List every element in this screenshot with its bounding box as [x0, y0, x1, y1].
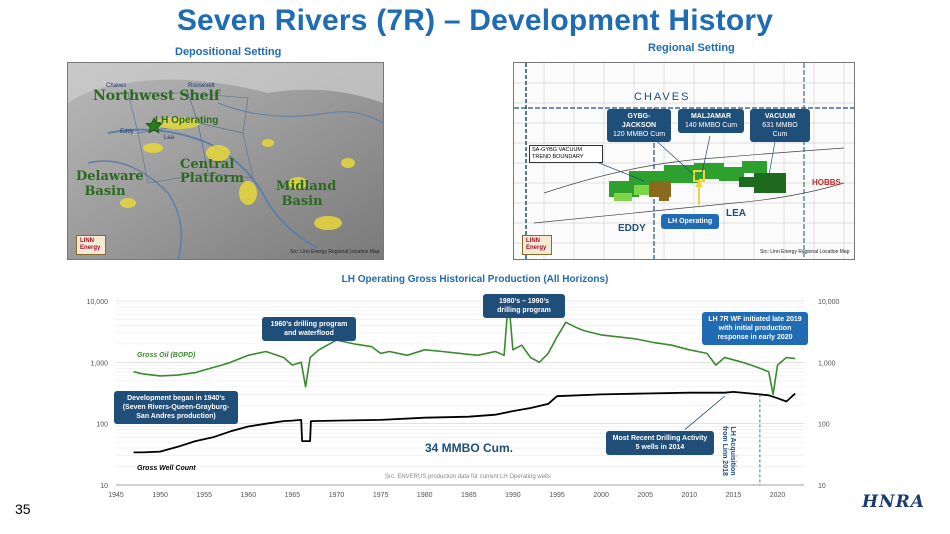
- eddy-county-label: EDDY: [618, 223, 646, 234]
- hnra-logo: HNRA: [862, 492, 925, 512]
- depositional-map-source: Src: Linn Energy Regional Location Map: [290, 249, 380, 255]
- hobbs-label: HOBBS: [812, 178, 841, 187]
- midland-basin-label: Midland Basin: [276, 179, 337, 209]
- x-tick-label: 2020: [770, 492, 786, 499]
- regional-map-source: Src: Linn Energy Regional Location Map: [760, 249, 850, 255]
- x-tick-label: 1945: [108, 492, 124, 499]
- x-tick-label: 1950: [152, 492, 168, 499]
- northwest-shelf-label: Northwest Shelf: [93, 88, 220, 104]
- annotation-development-1940s: Development began in 1940’s (Seven River…: [114, 391, 238, 424]
- depositional-setting-heading: Depositional Setting: [175, 46, 282, 58]
- chaves-label: Chaves: [106, 83, 127, 89]
- depositional-map: Northwest Shelf LH Operating Chaves Roos…: [67, 62, 384, 260]
- series-gross-oil-line: [133, 297, 796, 396]
- annotation-recent-drilling: Most Recent Drilling Activity 5 wells in…: [606, 431, 714, 455]
- y-tick-label-right: 1,000: [818, 360, 836, 367]
- y-axis-right: 10,000 1,000 100 10: [818, 299, 840, 490]
- y-tick-label-right: 10,000: [818, 299, 840, 306]
- lh-operating-star-icon: [145, 117, 163, 134]
- x-tick-label: 2015: [726, 492, 742, 499]
- linn-logo: LINN Energy: [76, 235, 106, 255]
- field-name: MALJAMAR: [690, 113, 732, 120]
- x-tick-label: 1980: [417, 492, 433, 499]
- x-axis: 1945 1950 1955 1960 1965 1970 1975 1980 1985 1990…: [108, 492, 785, 499]
- series-gross-well-count-line: [133, 391, 796, 454]
- y-tick-label-left: 100: [96, 422, 108, 429]
- linn-logo-regional: LINN Energy: [522, 235, 552, 255]
- field-cum: 631 MMBO Cum: [762, 122, 798, 138]
- lh-operating-label: LH Operating: [155, 115, 219, 126]
- annotation-1980s-1990s-program: 1980’s – 1990’s drilling program: [483, 294, 565, 318]
- gross-oil-label: Gross Oil (BOPD): [137, 352, 196, 359]
- x-tick-label: 2005: [637, 492, 653, 499]
- x-tick-label: 1995: [549, 492, 565, 499]
- x-tick-label: 1955: [196, 492, 212, 499]
- field-callout-gybg-jackson: GYBG-JACKSON 120 MMBO Cum: [607, 109, 671, 142]
- vacuum-trend-boundary-label: SA-GYBG VACUUM TREND BOUNDARY: [529, 145, 603, 163]
- central-platform-label: Central Platform: [180, 157, 245, 186]
- y-tick-label-left: 1,000: [90, 360, 108, 367]
- chart-series: [133, 297, 796, 454]
- annotation-lh-7r-wf: LH 7R WF initiated late 2019 with initia…: [702, 312, 808, 345]
- cumulative-production-label: 34 MMBO Cum.: [425, 441, 514, 455]
- chaves-county-label: CHAVES: [634, 91, 691, 103]
- page-number: 35: [15, 501, 31, 517]
- regional-setting-heading: Regional Setting: [648, 42, 735, 54]
- y-tick-label-right: 10: [818, 483, 826, 490]
- regional-map: CHAVES EDDY LEA HOBBS SA-GYBG VACUUM TRE…: [513, 62, 855, 260]
- arrow-to-2014: [684, 395, 725, 430]
- x-tick-label: 1970: [329, 492, 345, 499]
- chart-title: LH Operating Gross Historical Production…: [341, 274, 609, 285]
- field-callout-maljamar: MALJAMAR 140 MMBO Cum: [678, 109, 744, 133]
- x-tick-label: 1985: [461, 492, 477, 499]
- eddy-label: Eddy: [120, 129, 134, 135]
- y-tick-label-left: 10: [100, 483, 108, 490]
- field-cum: 140 MMBO Cum: [684, 122, 738, 129]
- x-tick-label: 1965: [285, 492, 301, 499]
- x-tick-label: 1990: [505, 492, 521, 499]
- delaware-basin-label: Delaware Basin: [76, 169, 144, 199]
- lea-label: Lea: [164, 135, 175, 141]
- field-name: VACUUM: [764, 113, 796, 120]
- roosevelt-label: Roosevelt: [188, 83, 215, 89]
- lh-operating-callout: LH Operating: [661, 214, 719, 229]
- annotation-lh-acquisition: LH Acquisition from Linn 2018: [721, 426, 736, 476]
- y-axis-left: 10,000 1,000 100 10: [87, 299, 109, 490]
- x-tick-label: 1960: [241, 492, 257, 499]
- field-cum: 120 MMBO Cum: [612, 131, 666, 138]
- field-name: GYBG-JACKSON: [621, 113, 657, 129]
- field-callout-vacuum: VACUUM 631 MMBO Cum: [750, 109, 810, 142]
- lea-county-label: LEA: [726, 208, 746, 219]
- y-tick-label-left: 10,000: [87, 299, 109, 306]
- gross-well-count-label: Gross Well Count: [137, 465, 196, 472]
- x-tick-label: 1975: [373, 492, 389, 499]
- chart-source: Src: ENVERUS production data for current…: [385, 474, 551, 480]
- page-title: Seven Rivers (7R) – Development History: [176, 4, 774, 37]
- x-tick-label: 2000: [593, 492, 609, 499]
- lh-operating-arrow-icon: [695, 180, 703, 187]
- annotation-1960s-program: 1960’s drilling program and waterflood: [262, 317, 356, 341]
- depositional-map-graphic: [68, 63, 383, 259]
- y-tick-label-right: 100: [818, 422, 830, 429]
- x-tick-label: 2010: [682, 492, 698, 499]
